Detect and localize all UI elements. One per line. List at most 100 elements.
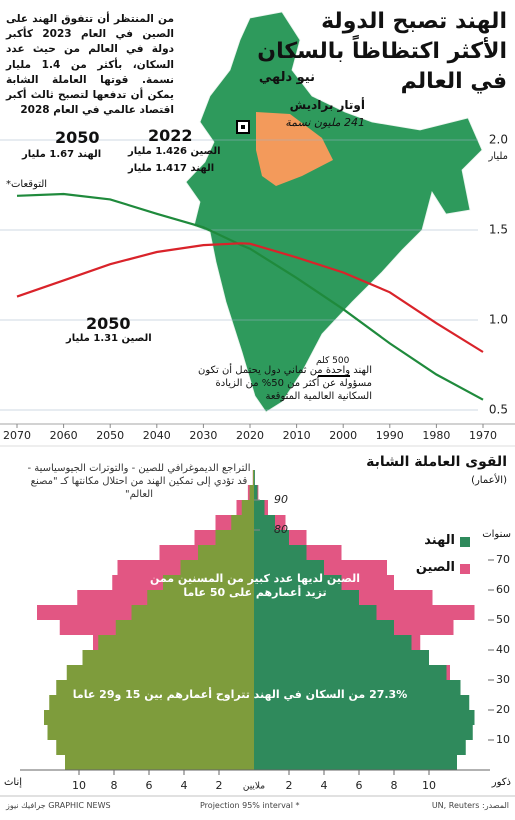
x-tick-label: 10 — [72, 779, 86, 792]
annotation: 2022 — [148, 126, 193, 145]
pyramid-bar — [254, 725, 473, 740]
annotation: الصين لديها عدد كبير من المسنين ممن تزيد… — [150, 572, 360, 600]
y-tick-label: 1.5 — [489, 223, 508, 237]
y-tick-label: 20 — [496, 703, 510, 716]
pyramid-bar — [254, 485, 258, 500]
annotation: الهند 1.67 مليار — [22, 149, 102, 160]
pyramid-bar — [56, 740, 254, 755]
pyramid-bar — [231, 515, 254, 530]
legend-swatch — [460, 564, 470, 574]
pyramid-bar — [115, 620, 254, 635]
pyramid-bar — [254, 590, 359, 605]
y-tick-label: 90 — [274, 493, 288, 506]
pyramid-bar — [98, 635, 254, 650]
legend-swatch — [460, 537, 470, 547]
india-map — [185, 11, 483, 413]
right-label: ذكور — [491, 777, 511, 788]
new-delhi-dot — [241, 125, 245, 129]
pyramid-bar — [198, 545, 254, 560]
x-tick-label: 6 — [356, 779, 363, 792]
x-tick-label: 2020 — [236, 429, 264, 442]
x-unit: ملايين — [243, 782, 265, 792]
pyramid-bar — [56, 680, 254, 695]
annotation: التوقعات* — [6, 179, 48, 190]
x-tick-label: 2040 — [143, 429, 171, 442]
footer-text: المصدر: UN, Reuters — [431, 801, 509, 810]
pyramid-bar — [254, 710, 475, 725]
pyramid-bar — [254, 665, 447, 680]
pyramid-bar — [147, 590, 254, 605]
footer-text: * Projection 95% interval — [200, 801, 300, 810]
pyramid-bar — [82, 650, 254, 665]
y-tick-label: 0.5 — [489, 403, 508, 417]
pyramid-bar — [254, 515, 275, 530]
x-tick-label: 2050 — [96, 429, 124, 442]
annotation: 2050 — [86, 314, 131, 333]
annotation: الهند واحدة من ثماني دول يحتمل أن تكون م… — [197, 365, 372, 402]
pyramid-bar — [47, 725, 254, 740]
pyramid-note: التراجع الديموغرافي للصين - والتوترات ال… — [27, 463, 251, 500]
y-tick-label: 30 — [496, 673, 510, 686]
x-tick-label: 2 — [216, 779, 223, 792]
pyramid-bar — [254, 560, 324, 575]
x-tick-label: 2070 — [3, 429, 31, 442]
pyramid-bar — [254, 680, 461, 695]
title-line: الهند تصبح الدولة — [321, 9, 507, 34]
pyramid-bar — [254, 620, 394, 635]
x-tick-label: 8 — [111, 779, 118, 792]
x-tick-label: 1990 — [376, 429, 404, 442]
y-tick-label: 70 — [496, 553, 510, 566]
x-tick-label: 6 — [146, 779, 153, 792]
pyramid-bar — [254, 605, 377, 620]
uttar-pradesh — [256, 112, 333, 186]
pyramid-bar — [254, 545, 307, 560]
y-tick-label: 10 — [496, 733, 510, 746]
y-tick-label: 80 — [274, 523, 288, 536]
pyramid-bar — [254, 530, 289, 545]
x-tick-label: 8 — [391, 779, 398, 792]
line-series — [16, 192, 484, 401]
map-label: 241 مليون نسمة — [285, 116, 365, 129]
pyramid-title: القوى العاملة الشابة — [366, 454, 507, 470]
pyramid-bar — [254, 575, 342, 590]
title-line: الأكثر اكتظاظاً بالسكان — [257, 39, 507, 64]
annotation: الصين 1.31 مليار — [66, 333, 152, 344]
x-tick-label: 2000 — [329, 429, 357, 442]
pyramid-bar — [254, 740, 466, 755]
line-series — [16, 242, 484, 353]
x-tick-label: 1970 — [469, 429, 497, 442]
annotation: الصين 1.426 مليار — [128, 146, 221, 157]
pyramid-bar — [44, 710, 254, 725]
pyramid-bar — [249, 485, 254, 500]
pyramid-bar — [254, 470, 255, 485]
y-tick-label: 1.0 — [489, 313, 508, 327]
y-tick-label: 2.0 — [489, 133, 508, 147]
x-tick-label: 10 — [422, 779, 436, 792]
intro: من المنتظر أن تتفوق الهند على الصين في ا… — [6, 13, 175, 117]
y-tick-label: 40 — [496, 643, 510, 656]
x-tick-label: 1980 — [422, 429, 450, 442]
x-tick-label: 2060 — [50, 429, 78, 442]
x-tick-label: 4 — [321, 779, 328, 792]
pyramid-subtitle: (الأعمار) — [471, 475, 507, 486]
pyramid-bar — [49, 695, 254, 710]
annotation: 2050 — [55, 128, 100, 147]
pyramid-bar — [254, 755, 457, 770]
legend-label: الصين — [415, 560, 455, 575]
y-tick-label: 60 — [496, 583, 510, 596]
legend-label: الهند — [424, 533, 455, 548]
pyramid-bar — [254, 500, 265, 515]
title-line: في العالم — [400, 69, 507, 94]
footer-text: GRAPHIC NEWS جرافيك نيوز — [6, 801, 111, 810]
map-label: نيو دلهي — [258, 70, 315, 85]
pyramid-bar — [180, 560, 254, 575]
y-unit: سنوات — [482, 529, 511, 540]
map-label: 500 كلم — [316, 356, 350, 366]
pyramid-bar — [254, 635, 412, 650]
x-tick-label: 2010 — [283, 429, 311, 442]
pyramid-bar — [254, 695, 470, 710]
pyramid-bar — [66, 665, 254, 680]
pyramid-bar — [215, 530, 254, 545]
